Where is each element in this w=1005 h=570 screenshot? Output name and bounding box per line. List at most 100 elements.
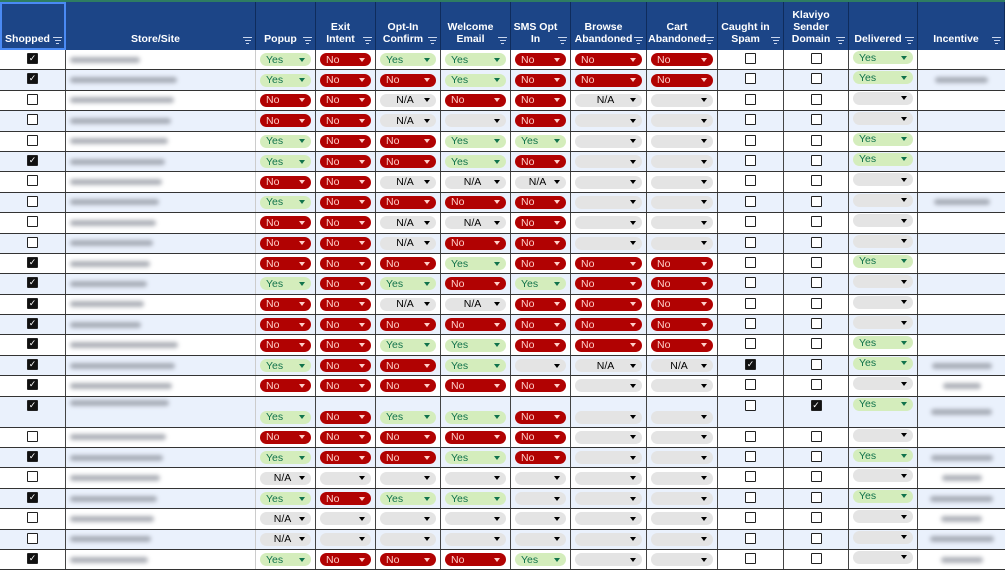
exit-intent-cell[interactable]: No	[316, 427, 376, 448]
klaviyo-sender-domain-cell[interactable]	[784, 376, 849, 396]
sms-opt-in-cell[interactable]	[511, 468, 571, 488]
store-site-cell[interactable]	[66, 253, 256, 274]
welcome-email-cell[interactable]: Yes	[441, 50, 511, 70]
opt-in-confirm-cell[interactable]: N/A	[376, 90, 441, 111]
sms-opt-in-cell[interactable]: No	[511, 151, 571, 172]
status-dropdown[interactable]: No	[380, 155, 436, 169]
sms-opt-in-cell[interactable]	[511, 488, 571, 509]
status-dropdown[interactable]: No	[515, 195, 566, 209]
status-dropdown[interactable]: Yes	[445, 359, 506, 373]
caught-in-spam-cell[interactable]	[718, 253, 784, 274]
shopped-checkbox[interactable]: ✓	[27, 318, 38, 330]
delivered-cell[interactable]: Yes	[849, 335, 918, 355]
incentive-cell[interactable]	[918, 295, 1005, 314]
caught-in-spam-checkbox[interactable]	[745, 134, 756, 146]
sms-opt-in-cell[interactable]	[511, 509, 571, 529]
opt-in-confirm-cell[interactable]: N/A	[376, 233, 441, 253]
status-dropdown[interactable]: No	[445, 379, 506, 393]
klaviyo-domain-checkbox[interactable]	[810, 236, 822, 248]
status-dropdown[interactable]: No	[380, 379, 436, 393]
status-dropdown[interactable]: No	[380, 359, 436, 373]
incentive-cell[interactable]	[918, 111, 1005, 130]
opt-in-confirm-cell[interactable]: No	[376, 315, 441, 335]
exit-intent-cell[interactable]: No	[316, 448, 376, 468]
cart-abandoned-cell[interactable]	[647, 448, 718, 468]
status-dropdown[interactable]	[515, 492, 566, 505]
klaviyo-sender-domain-cell[interactable]	[784, 448, 849, 468]
caught-in-spam-checkbox[interactable]	[745, 451, 756, 463]
browse-abandoned-cell[interactable]	[571, 111, 647, 131]
delivered-cell[interactable]	[849, 529, 918, 549]
filter-icon[interactable]	[243, 37, 252, 44]
status-dropdown[interactable]: No	[320, 379, 371, 393]
store-site-cell[interactable]	[66, 70, 256, 90]
status-dropdown[interactable]: Yes	[853, 449, 913, 463]
delivered-cell[interactable]	[849, 192, 918, 213]
store-site-cell[interactable]	[66, 111, 256, 131]
status-dropdown[interactable]: No	[320, 430, 371, 444]
status-dropdown[interactable]: No	[651, 53, 713, 67]
store-site-cell[interactable]	[66, 315, 256, 335]
status-dropdown[interactable]	[853, 377, 913, 391]
status-dropdown[interactable]	[651, 532, 713, 546]
status-dropdown[interactable]: No	[515, 93, 566, 107]
shopped-checkbox[interactable]: ✓	[27, 338, 38, 350]
klaviyo-sender-domain-cell[interactable]	[784, 509, 849, 529]
store-site-cell[interactable]	[66, 549, 256, 570]
incentive-cell[interactable]	[918, 91, 1005, 110]
klaviyo-domain-checkbox[interactable]	[810, 430, 822, 442]
status-dropdown[interactable]: No	[445, 430, 506, 444]
browse-abandoned-cell[interactable]	[571, 131, 647, 151]
status-dropdown[interactable]	[445, 532, 506, 546]
status-dropdown[interactable]	[651, 93, 713, 107]
caught-in-spam-checkbox[interactable]	[745, 154, 756, 166]
welcome-email-cell[interactable]: Yes	[441, 131, 511, 151]
status-dropdown[interactable]: No	[445, 236, 506, 250]
status-dropdown[interactable]: Yes	[445, 155, 506, 169]
delivered-cell[interactable]: Yes	[849, 253, 918, 274]
popup-cell[interactable]: No	[256, 315, 316, 335]
caught-in-spam-cell[interactable]	[718, 274, 784, 294]
shopped-checkbox[interactable]	[27, 430, 38, 442]
incentive-cell[interactable]	[918, 335, 1005, 354]
status-dropdown[interactable]: No	[380, 430, 436, 444]
exit-intent-cell[interactable]: No	[316, 274, 376, 294]
cart-abandoned-cell[interactable]: No	[647, 253, 718, 274]
status-dropdown[interactable]: N/A	[380, 175, 436, 189]
status-dropdown[interactable]: No	[320, 216, 371, 230]
shopped-cell[interactable]: ✓	[0, 396, 66, 427]
status-dropdown[interactable]: No	[320, 195, 371, 209]
status-dropdown[interactable]	[515, 512, 566, 526]
browse-abandoned-cell[interactable]: No	[571, 274, 647, 294]
status-dropdown[interactable]	[515, 359, 566, 373]
klaviyo-sender-domain-cell[interactable]	[784, 488, 849, 509]
popup-cell[interactable]: N/A	[256, 529, 316, 549]
incentive-cell[interactable]	[918, 70, 1005, 89]
popup-cell[interactable]: Yes	[256, 50, 316, 70]
status-dropdown[interactable]: Yes	[853, 336, 913, 350]
popup-cell[interactable]: Yes	[256, 151, 316, 172]
status-dropdown[interactable]: Yes	[853, 489, 913, 503]
filter-icon[interactable]	[498, 37, 507, 44]
status-dropdown[interactable]: Yes	[853, 71, 913, 85]
opt-in-confirm-cell[interactable]	[376, 529, 441, 549]
status-dropdown[interactable]	[445, 471, 506, 485]
browse-abandoned-cell[interactable]	[571, 488, 647, 509]
status-dropdown[interactable]: No	[575, 297, 642, 311]
popup-cell[interactable]: N/A	[256, 509, 316, 529]
exit-intent-cell[interactable]: No	[316, 111, 376, 131]
delivered-cell[interactable]	[849, 509, 918, 529]
status-dropdown[interactable]	[575, 175, 642, 189]
caught-in-spam-cell[interactable]	[718, 376, 784, 396]
klaviyo-domain-checkbox[interactable]	[810, 532, 822, 544]
column-header-delivered[interactable]: Delivered	[849, 2, 918, 50]
opt-in-confirm-cell[interactable]: N/A	[376, 172, 441, 192]
popup-cell[interactable]: No	[256, 111, 316, 131]
status-dropdown[interactable]: Yes	[515, 277, 566, 291]
status-dropdown[interactable]: Yes	[380, 338, 436, 352]
filter-icon[interactable]	[992, 37, 1001, 44]
caught-in-spam-cell[interactable]	[718, 90, 784, 111]
sms-opt-in-cell[interactable]: No	[511, 315, 571, 335]
klaviyo-domain-checkbox[interactable]	[810, 552, 822, 564]
status-dropdown[interactable]: N/A	[380, 216, 436, 230]
